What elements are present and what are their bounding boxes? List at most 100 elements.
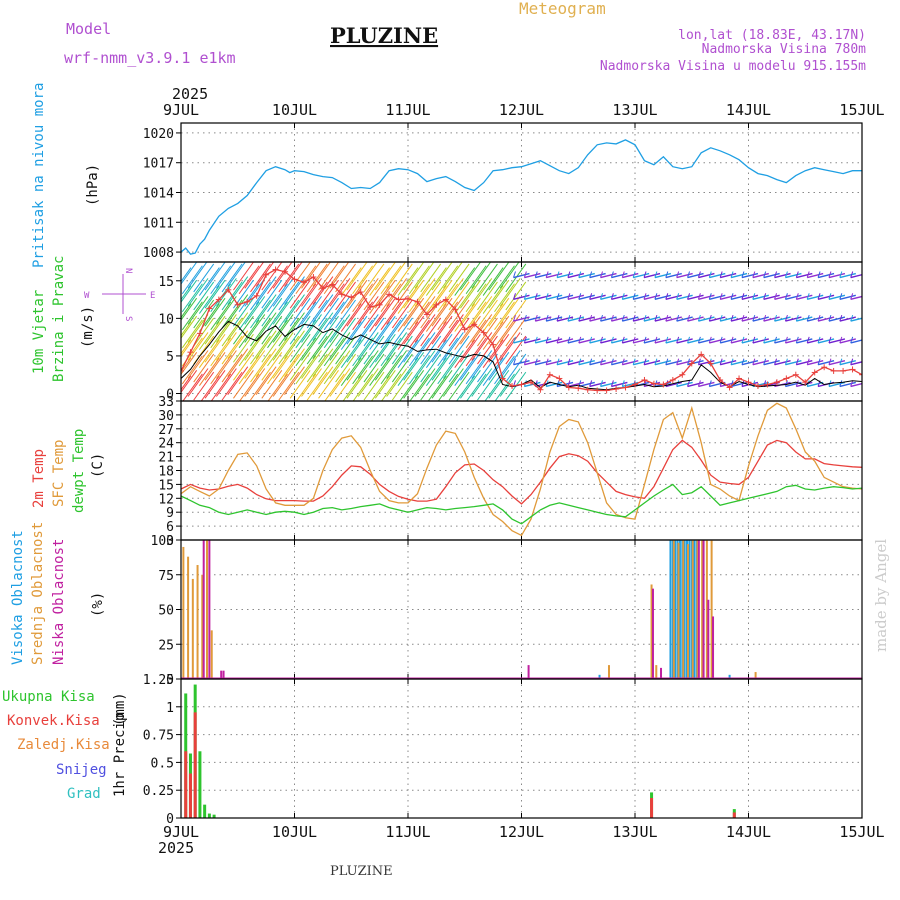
wind-barb — [284, 262, 303, 287]
wind-barb — [278, 299, 300, 329]
wind-barb — [255, 312, 277, 341]
bar-cloud_mid — [187, 556, 190, 679]
wind-barb — [785, 294, 802, 300]
wind-barb-flag — [676, 358, 680, 365]
wind-barb — [408, 355, 430, 385]
y-axis-ticks: 0 0.25 0.5 0.75 1 1.25 — [143, 673, 181, 827]
wind-barb — [454, 357, 476, 386]
wind-barb — [181, 357, 192, 373]
wind-barb — [267, 355, 288, 385]
wind-barb-flag — [534, 314, 538, 322]
wind-barb-flag — [730, 293, 734, 300]
bar-cloud_mid — [701, 540, 704, 679]
precip-legend-total: Ukupna Kisa — [2, 689, 95, 705]
series-line-SFC Temp — [181, 402, 862, 537]
wind-barb — [198, 321, 220, 350]
wind-barb — [785, 360, 802, 366]
wind-barb — [363, 371, 385, 401]
wind-barb — [261, 370, 283, 399]
bar-rain_total — [198, 751, 202, 818]
wind-barb — [763, 316, 780, 322]
wind-barb — [374, 315, 396, 345]
wind-barb — [676, 272, 693, 279]
bar-cloud_mid — [196, 565, 199, 679]
bar-rain_total — [203, 804, 207, 818]
wind-barb — [278, 335, 300, 365]
wind-barb — [698, 360, 715, 366]
wind-barb-flag — [654, 293, 658, 300]
wind-barb — [796, 316, 813, 322]
wind-barb — [774, 294, 791, 300]
wind-barb-flag — [643, 358, 647, 365]
wind-barb — [261, 351, 283, 381]
wind-barb — [448, 353, 470, 383]
wind-barb — [437, 319, 459, 349]
wind-barb-flag — [513, 336, 516, 344]
wind-barb-flag — [741, 336, 745, 344]
wind-barb-flag — [513, 314, 516, 322]
y-tick-label: 100 — [151, 534, 174, 549]
wind-barb — [409, 373, 430, 401]
wind-barb — [556, 272, 574, 279]
wind-barb — [403, 297, 425, 327]
location-coords: lon,lat (18.83E, 43.17N) — [678, 28, 866, 43]
wind-barb — [611, 360, 628, 366]
wind-barb — [357, 332, 379, 361]
wind-barb — [357, 296, 379, 325]
wind-barb — [578, 272, 595, 279]
year-bottom: 2025 — [158, 839, 194, 857]
bar-rain_conv — [732, 812, 736, 818]
wind-barb-flag — [687, 271, 691, 278]
wind-barb-flag — [643, 336, 647, 344]
wind-barb — [665, 338, 682, 344]
wind-barb — [687, 338, 704, 344]
wind-barb — [643, 338, 661, 344]
wind-barb — [425, 321, 447, 350]
wind-barb-flag — [600, 271, 603, 278]
wind-barb — [414, 262, 435, 289]
precip-ylabel: 1hr Precip — [112, 713, 128, 797]
wind-barb-flag — [654, 336, 658, 344]
pressure-ylabel: Pritisak na nivou mora — [31, 83, 47, 268]
wind-barb-flag — [654, 271, 658, 278]
wind-barb-flag — [774, 314, 778, 322]
wind-barb-flag — [534, 271, 538, 278]
wind-barb-flag — [523, 293, 527, 300]
wind-barb — [622, 316, 639, 322]
wind-barb — [763, 294, 780, 300]
wind-barb-flag — [708, 380, 712, 387]
y-tick-label: 1017 — [143, 157, 174, 172]
y-tick-label: 1014 — [143, 187, 174, 202]
wind-barb — [505, 353, 527, 383]
wind-barb — [600, 381, 617, 388]
wind-barb — [238, 355, 260, 385]
wind-barb — [306, 371, 328, 401]
wind-barb — [323, 265, 345, 295]
wind-barb — [477, 353, 498, 383]
wind-barb — [295, 265, 317, 295]
wind-barb — [828, 294, 846, 300]
wind-barb — [193, 299, 215, 329]
wind-barb — [181, 321, 192, 337]
wind-barb-flag — [545, 314, 549, 322]
wind-barb-flag — [676, 380, 680, 387]
wind-barb-flag — [763, 336, 767, 344]
wind-barb — [567, 381, 585, 388]
wind-barb — [437, 283, 459, 313]
wind-barb — [465, 355, 487, 385]
wind-barb — [272, 262, 293, 289]
wind-barb — [654, 338, 672, 344]
wind-barb — [318, 262, 339, 291]
wind-barb — [471, 296, 493, 325]
wind-barb — [460, 297, 481, 327]
wind-barb — [408, 319, 430, 349]
wind-barb — [817, 360, 835, 366]
wind-barb — [323, 283, 345, 313]
wind-barb — [425, 339, 447, 368]
wind-barb — [340, 303, 362, 332]
wind-barb-flag — [719, 336, 723, 344]
wind-barb — [357, 368, 379, 397]
wind-barb-flag — [567, 336, 571, 344]
wind-barb — [632, 338, 650, 344]
wind-barb — [318, 370, 339, 399]
